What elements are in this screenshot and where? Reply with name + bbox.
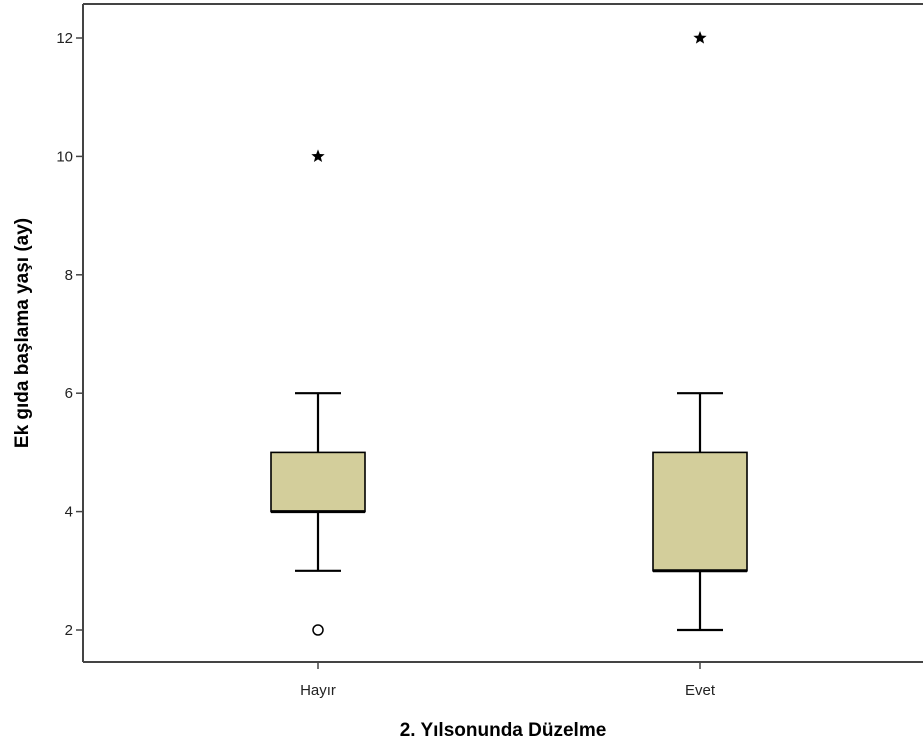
y-tick-label: 4 — [65, 504, 73, 521]
outlier-circle — [312, 624, 324, 636]
y-tick-label: 8 — [65, 267, 73, 284]
y-tick-label: 10 — [56, 148, 73, 165]
box-group-evet — [652, 31, 748, 632]
box-iqr — [652, 451, 748, 572]
extreme-outlier-star — [693, 31, 707, 44]
box-group-hayir — [270, 149, 366, 636]
box-series — [270, 31, 748, 636]
x-tick-label: Hayır — [300, 682, 336, 699]
box-iqr — [270, 451, 366, 513]
extreme-outlier-star — [311, 149, 325, 163]
x-axis: Hayır Evet — [300, 662, 716, 699]
y-tick-label: 12 — [56, 30, 73, 47]
y-axis: 2 4 6 8 10 12 — [56, 30, 83, 639]
x-axis-title: 2. Yılsonunda Düzelme — [400, 720, 607, 741]
plot-frame — [82, 3, 923, 663]
x-tick-label: Evet — [685, 682, 716, 699]
y-axis-title: Ek gıda başlama yaşı (ay) — [12, 218, 33, 448]
y-tick-label: 2 — [65, 622, 73, 639]
y-tick-label: 6 — [65, 385, 73, 402]
